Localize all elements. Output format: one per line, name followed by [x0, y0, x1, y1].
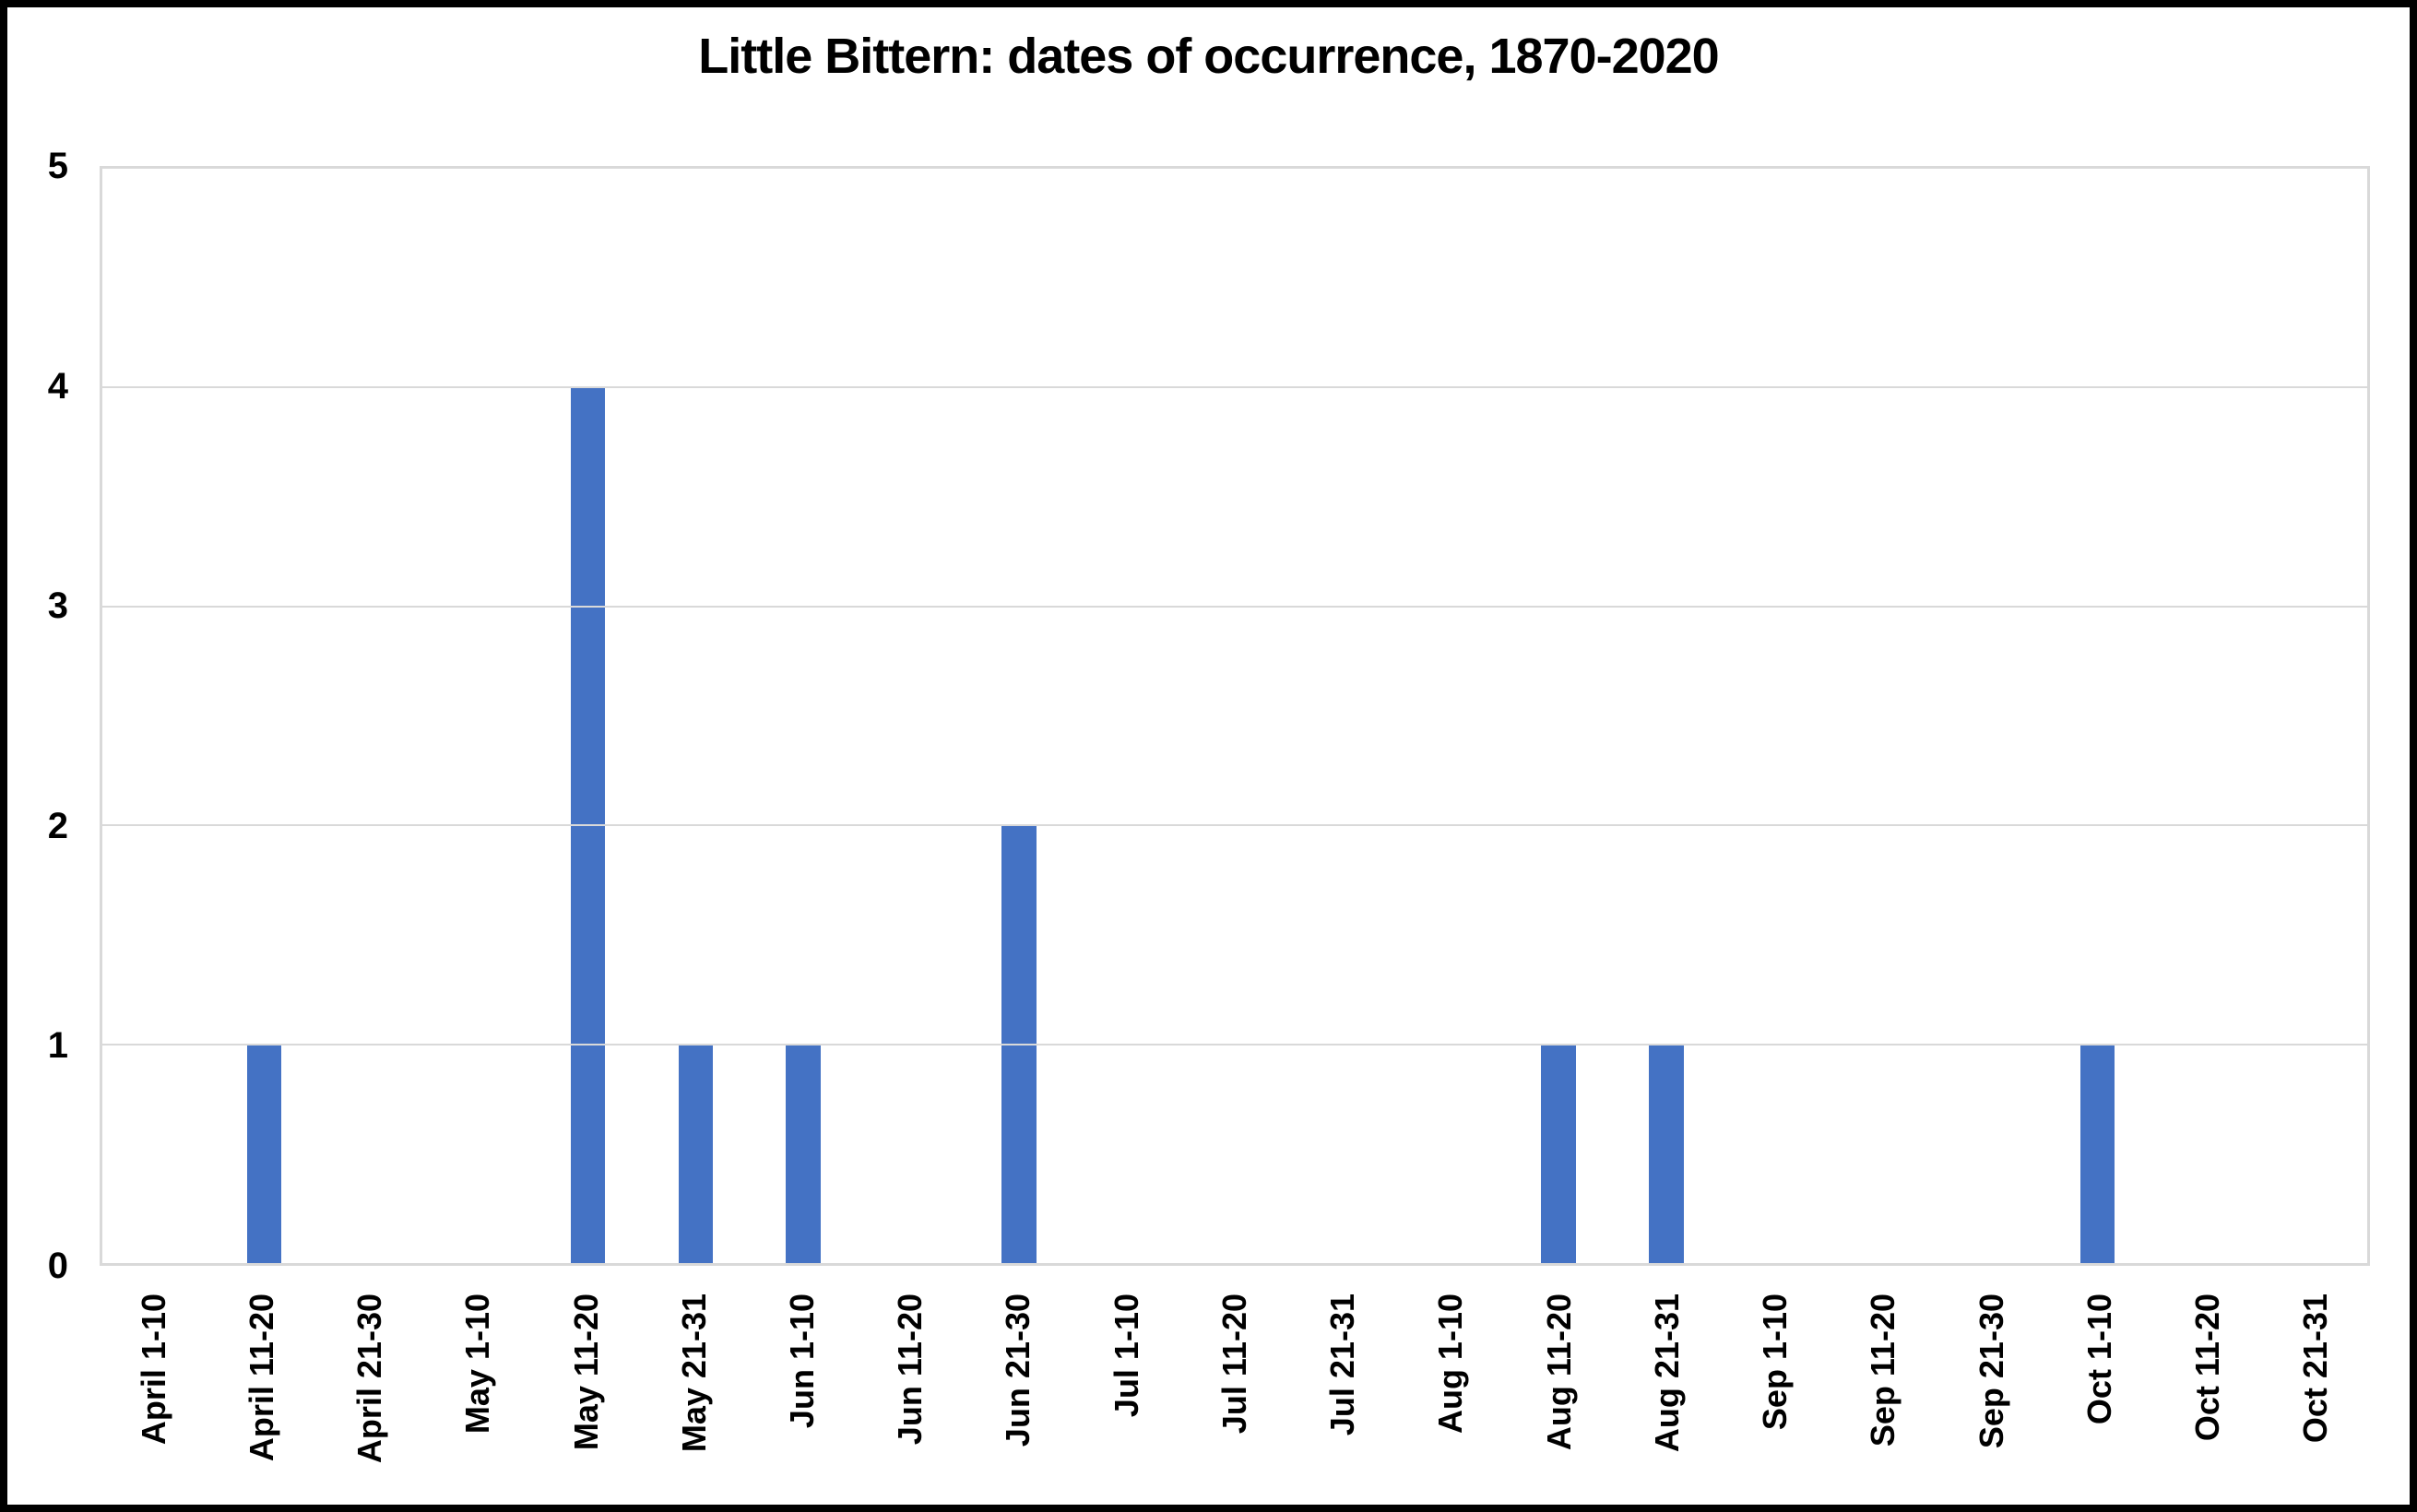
x-tick-cell: Oct 1-10 — [2045, 1293, 2153, 1492]
x-tick-label: Oct 11-20 — [2188, 1293, 2227, 1442]
x-tick-label: May 1-10 — [458, 1293, 497, 1435]
bar — [678, 1044, 713, 1263]
x-tick-cell: Oct 21-31 — [2262, 1293, 2370, 1492]
y-tick-label: 2 — [47, 805, 68, 846]
x-tick-cell: Sep 1-10 — [1722, 1293, 1830, 1492]
x-tick-cell: Oct 11-20 — [2153, 1293, 2261, 1492]
bar-slot — [2151, 169, 2259, 1263]
chart-title: Little Bittern: dates of occurrence, 187… — [698, 29, 1719, 84]
bars — [102, 169, 2367, 1263]
x-tick-label: Jul 1-10 — [1107, 1293, 1145, 1418]
x-tick-label: Jul 21-31 — [1323, 1293, 1362, 1436]
bar-slot — [1504, 169, 1612, 1263]
x-tick-cell: Aug 11-20 — [1505, 1293, 1613, 1492]
x-tick-label: Aug 11-20 — [1539, 1293, 1578, 1451]
bar-slot — [102, 169, 210, 1263]
bar-slot — [966, 169, 1073, 1263]
bar-slot — [210, 169, 318, 1263]
x-tick-label: April 11-20 — [242, 1293, 280, 1462]
bar-slot — [1612, 169, 1720, 1263]
y-tick-label: 4 — [47, 365, 68, 407]
bar-slot — [2259, 169, 2367, 1263]
gridline — [102, 824, 2367, 827]
bar-slot — [318, 169, 426, 1263]
bar-slot — [1396, 169, 1504, 1263]
x-tick-label: April 1-10 — [134, 1293, 172, 1446]
y-axis: 0 1 2 3 4 5 — [7, 148, 68, 1284]
x-tick-label: Jun 11-20 — [891, 1293, 930, 1446]
gridline — [102, 605, 2367, 608]
bar-slot — [1288, 169, 1396, 1263]
bar-slot — [1936, 169, 2044, 1263]
bar — [786, 1044, 821, 1263]
x-tick-label: Oct 21-31 — [2296, 1293, 2335, 1444]
x-tick-cell: Sep 21-30 — [1937, 1293, 2045, 1492]
x-tick-cell: Jun 1-10 — [748, 1293, 856, 1492]
bar-slot — [534, 169, 642, 1263]
x-tick-label: Aug 21-31 — [1647, 1293, 1686, 1453]
x-tick-label: Jul 11-20 — [1214, 1293, 1253, 1435]
y-tick-label: 1 — [47, 1025, 68, 1067]
x-tick-cell: April 1-10 — [100, 1293, 207, 1492]
x-tick-cell: Jul 21-31 — [1289, 1293, 1397, 1492]
x-tick-cell: May 1-10 — [424, 1293, 532, 1492]
x-tick-cell: Sep 11-20 — [1830, 1293, 1937, 1492]
x-axis: April 1-10 April 11-20 April 21-30 May 1-10… — [100, 1293, 2370, 1492]
x-tick-label: Sep 1-10 — [1756, 1293, 1795, 1431]
plot-area — [100, 166, 2370, 1266]
x-tick-cell: Jul 11-20 — [1180, 1293, 1288, 1492]
y-tick-label: 5 — [47, 146, 68, 186]
bar-slot — [2044, 169, 2151, 1263]
bar-slot — [750, 169, 858, 1263]
x-tick-cell: Jun 11-20 — [857, 1293, 965, 1492]
x-tick-cell: Jun 21-30 — [965, 1293, 1072, 1492]
bar — [2079, 1044, 2115, 1263]
y-tick-label: 0 — [47, 1246, 68, 1286]
bar-slot — [1073, 169, 1181, 1263]
x-tick-label: Sep 11-20 — [1864, 1293, 1902, 1447]
x-tick-cell: Aug 21-31 — [1613, 1293, 1721, 1492]
bar-slot — [1181, 169, 1289, 1263]
x-tick-label: Jun 1-10 — [783, 1293, 822, 1429]
x-tick-cell: May 21-31 — [640, 1293, 748, 1492]
x-tick-label: May 11-20 — [566, 1293, 605, 1451]
x-tick-label: Oct 1-10 — [2079, 1293, 2118, 1425]
x-tick-label: April 21-30 — [350, 1293, 389, 1464]
bar — [246, 1044, 282, 1263]
bar-slot — [858, 169, 966, 1263]
x-tick-cell: April 11-20 — [207, 1293, 315, 1492]
x-tick-cell: Jul 1-10 — [1072, 1293, 1180, 1492]
x-tick-cell: May 11-20 — [532, 1293, 640, 1492]
bar-slot — [642, 169, 750, 1263]
gridline — [102, 1043, 2367, 1045]
bar-slot — [1720, 169, 1828, 1263]
x-tick-cell: Aug 1-10 — [1397, 1293, 1505, 1492]
x-tick-label: Jun 21-30 — [999, 1293, 1037, 1447]
x-tick-label: Aug 1-10 — [1431, 1293, 1470, 1435]
bar-slot — [1828, 169, 1936, 1263]
x-tick-cell: April 21-30 — [315, 1293, 423, 1492]
y-tick-label: 3 — [47, 585, 68, 627]
bar-slot — [426, 169, 534, 1263]
gridline — [102, 386, 2367, 389]
bar — [1649, 1044, 1684, 1263]
x-tick-label: Sep 21-30 — [1972, 1293, 2010, 1449]
x-tick-label: May 21-31 — [674, 1293, 713, 1453]
bar — [1541, 1044, 1576, 1263]
